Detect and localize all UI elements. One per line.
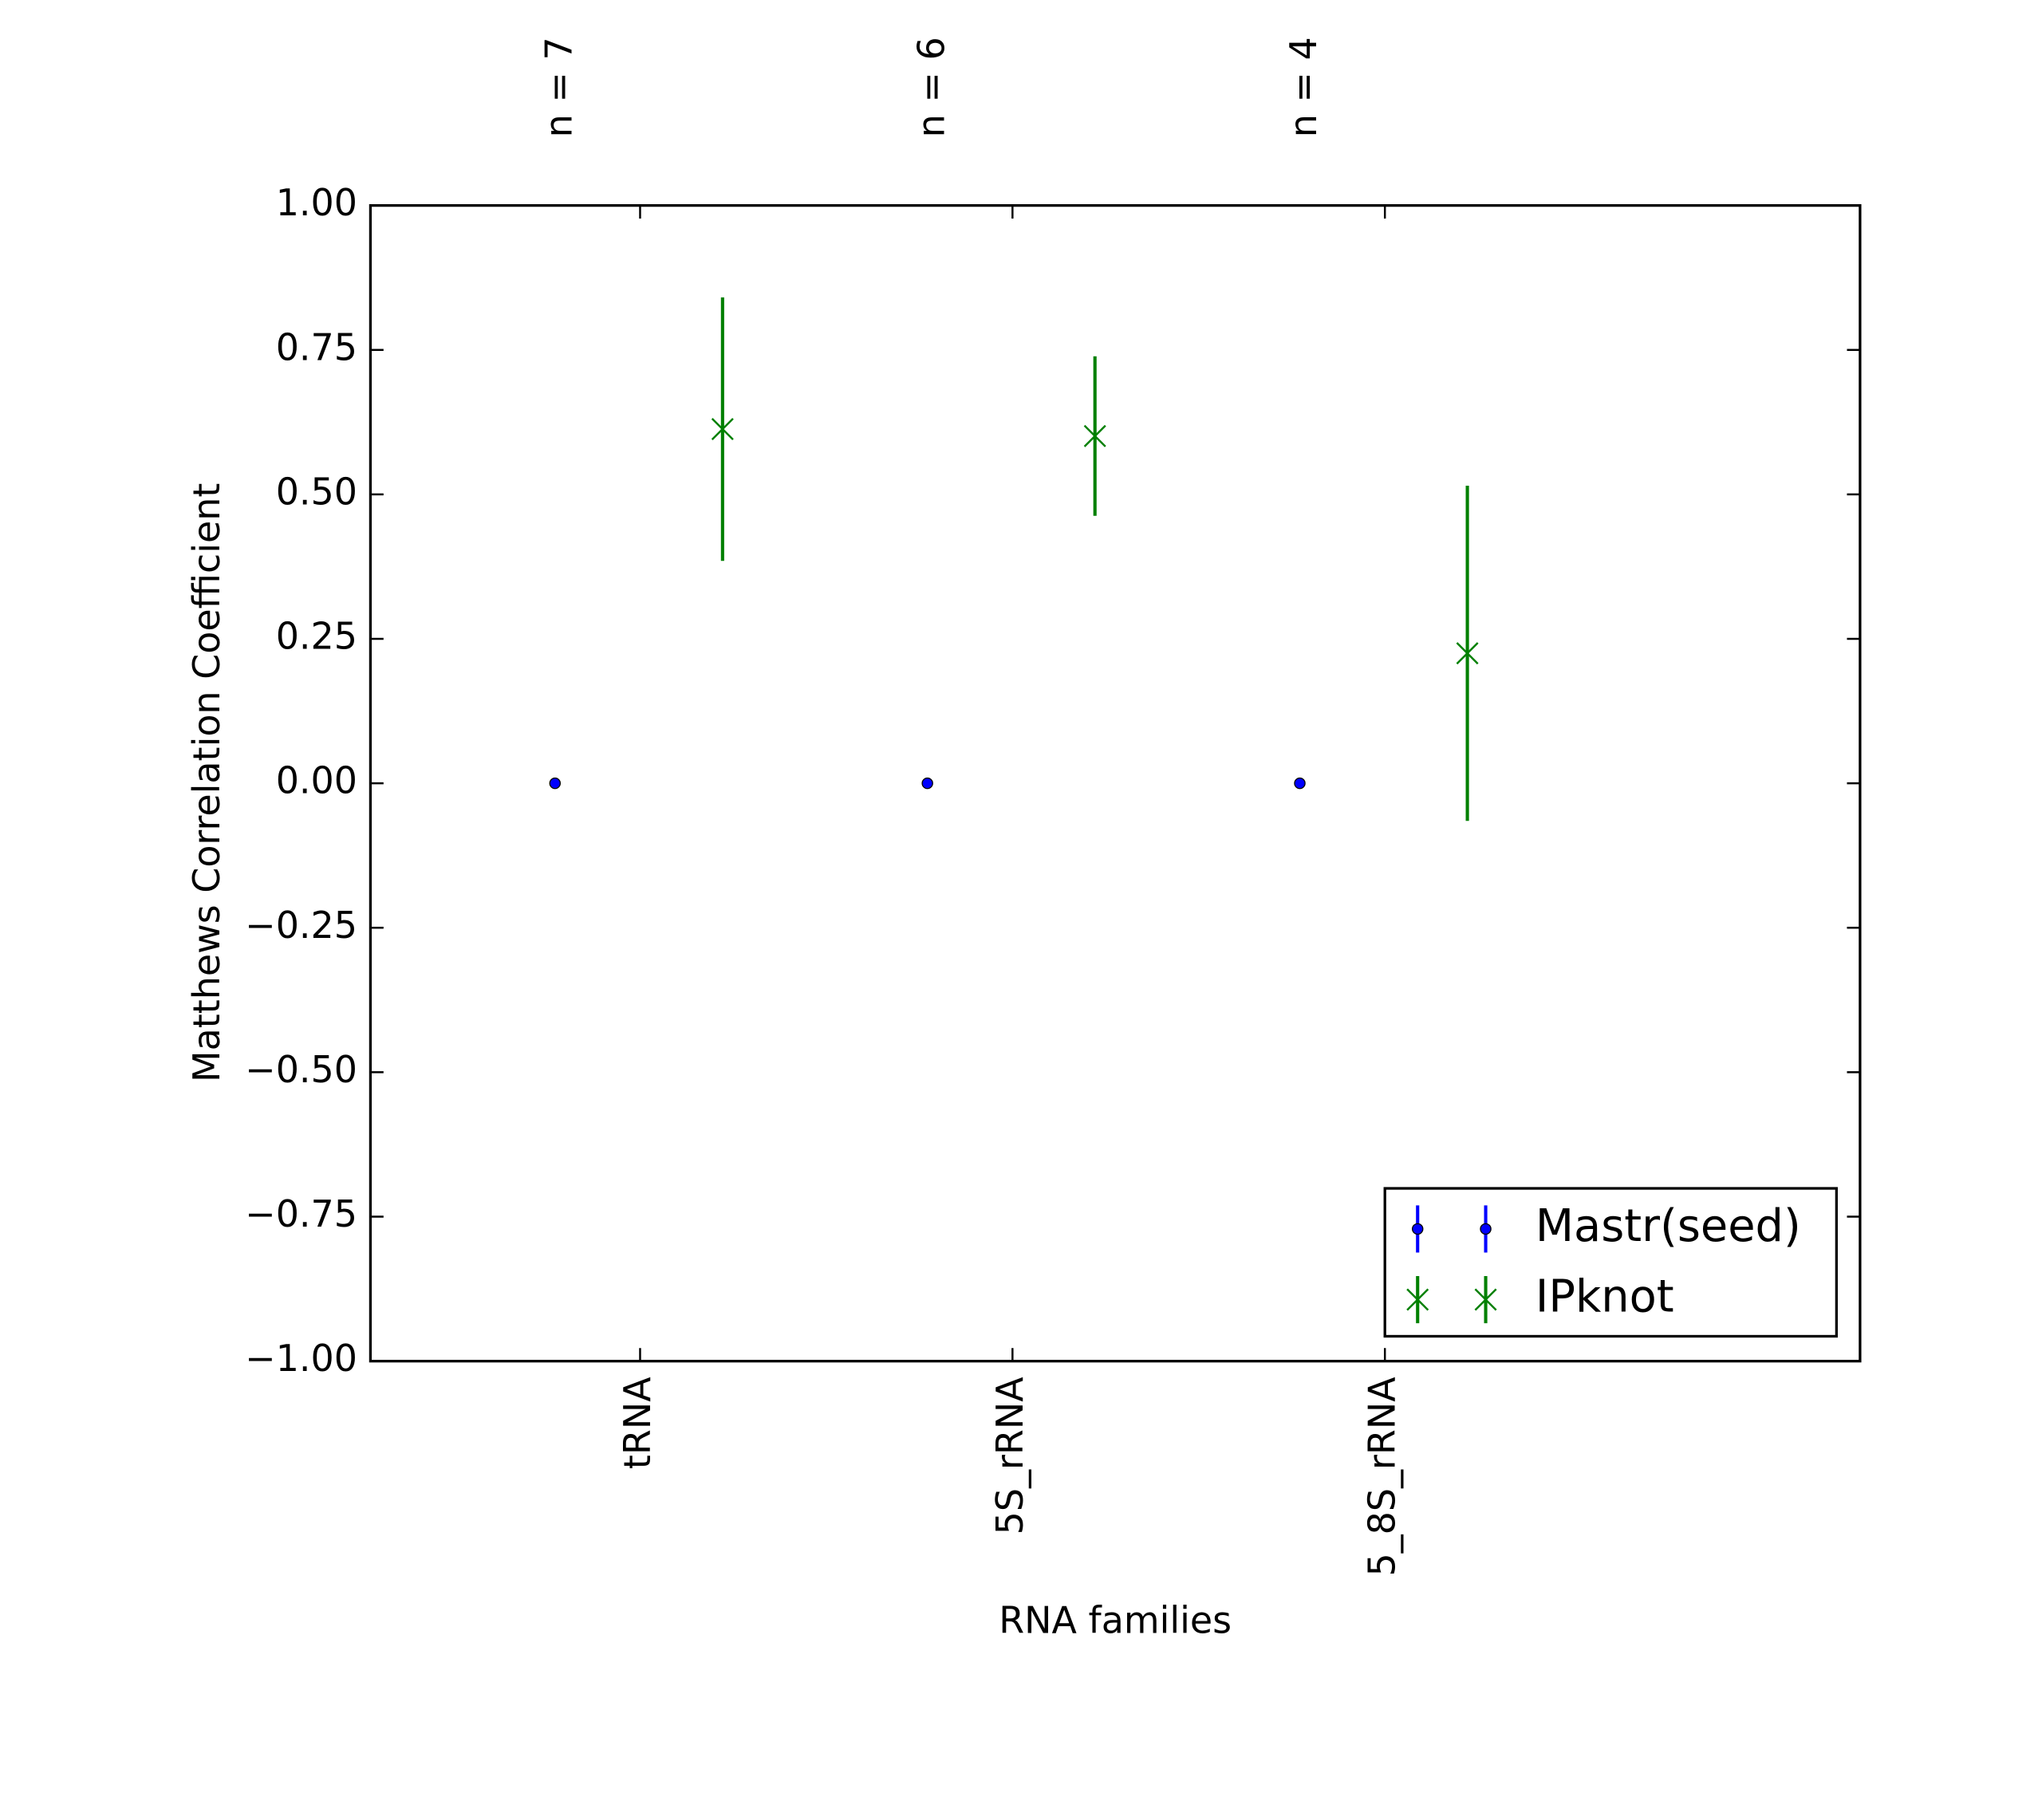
sample-size-label: n = 4 <box>1282 37 1325 137</box>
data-point <box>1294 777 1306 790</box>
data-point <box>549 777 562 790</box>
legend-box <box>1383 1187 1838 1338</box>
legend-label: IPknot <box>1535 1271 1674 1323</box>
x-tick-label: tRNA <box>616 1377 659 1469</box>
legend-marker <box>1474 1288 1497 1311</box>
data-point <box>1456 642 1479 665</box>
y-tick-label: −1.00 <box>245 1337 357 1380</box>
y-tick-label: 0.50 <box>276 470 357 513</box>
legend-label: Mastr(seed) <box>1535 1200 1801 1252</box>
sample-size-label: n = 6 <box>909 37 952 137</box>
y-tick-label: 0.25 <box>276 615 357 658</box>
x-tick-label: 5_8S_rRNA <box>1361 1377 1404 1577</box>
y-tick-label: −0.25 <box>245 904 357 947</box>
sample-size-label: n = 7 <box>538 37 581 137</box>
legend-marker <box>1412 1223 1424 1235</box>
data-point <box>1083 424 1106 447</box>
data-point <box>921 777 933 790</box>
y-tick-label: −0.75 <box>245 1192 357 1235</box>
y-tick-label: 1.00 <box>276 181 357 224</box>
legend-marker <box>1480 1223 1492 1235</box>
data-point <box>711 418 734 441</box>
legend-marker <box>1406 1288 1429 1311</box>
y-axis-label: Matthews Correlation Coefficient <box>185 483 228 1082</box>
x-tick-label: 5S_rRNA <box>988 1377 1031 1535</box>
legend: Mastr(seed) IPknot <box>1383 1187 1838 1338</box>
x-axis-label: RNA families <box>999 1598 1232 1641</box>
y-tick-label: 0.00 <box>276 759 357 802</box>
y-tick-label: 0.75 <box>276 325 357 368</box>
y-tick-label: −0.50 <box>245 1048 357 1091</box>
